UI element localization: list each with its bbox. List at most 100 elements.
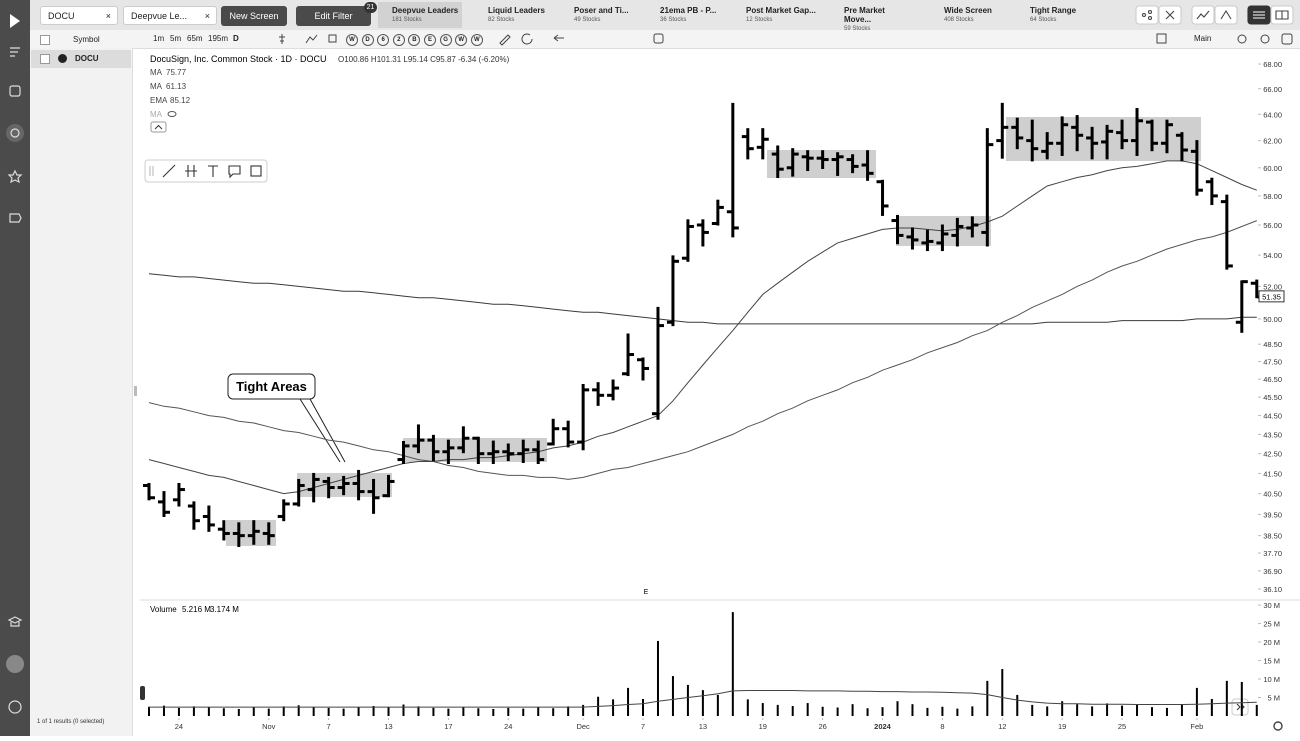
study-toggle[interactable]: B (408, 34, 421, 46)
study-toggle[interactable]: 2 (392, 34, 405, 46)
volume-bar (1061, 701, 1064, 716)
tab[interactable]: DOCU × (40, 6, 118, 25)
hidden-indicator[interactable]: MA (150, 110, 163, 119)
nav-icon[interactable] (9, 85, 21, 97)
column-header[interactable]: Symbol (73, 35, 100, 44)
tab[interactable]: Deepvue Le... × (123, 6, 217, 25)
screen-tab[interactable]: Pre Market Move... 59 Stocks (830, 2, 914, 32)
study-toggle[interactable]: W (346, 34, 358, 46)
interval-button[interactable]: 5m (170, 34, 182, 43)
collapse-button[interactable] (150, 121, 167, 133)
volume-bar (956, 708, 959, 716)
volume-bar (267, 708, 270, 716)
results-footer: 1 of 1 results (0 selected) (37, 719, 105, 725)
resize-handle[interactable] (134, 386, 137, 396)
text-tool[interactable] (208, 165, 218, 177)
nav-icon[interactable] (9, 213, 22, 223)
interval-button[interactable]: D (233, 34, 239, 43)
nav-active[interactable] (6, 124, 24, 142)
screen-tab[interactable]: Post Market Gap... 12 Stocks (732, 2, 816, 28)
volume-bar (327, 707, 330, 716)
layout-selector[interactable]: Main (1194, 34, 1212, 43)
interval-button[interactable]: 195m (208, 34, 229, 43)
study-toggle[interactable]: 6 (377, 34, 390, 46)
icon[interactable] (653, 33, 664, 44)
screen-name: 21ema PB - P... (660, 6, 717, 15)
icon[interactable] (1237, 34, 1247, 44)
symbol[interactable]: DOCU (75, 54, 99, 63)
icon[interactable] (279, 34, 285, 44)
screen-count: 64 Stocks (1030, 17, 1057, 23)
screen-count: 181 Stocks (392, 17, 422, 23)
volume-bar (612, 699, 615, 716)
icon[interactable] (499, 34, 511, 46)
volume-bar (237, 708, 240, 716)
volume-bar (417, 706, 420, 716)
nav-icon[interactable] (7, 169, 23, 184)
volume-bar (357, 707, 360, 716)
x-tick-label: Feb (1190, 722, 1203, 731)
screen-tab[interactable]: Liquid Leaders 82 Stocks (474, 2, 558, 28)
screen-name: Tight Range (1030, 6, 1077, 15)
filter-badge: 21 (364, 2, 377, 13)
screen-name: Wide Screen (944, 6, 992, 15)
panel-toggle[interactable] (140, 686, 145, 700)
icon[interactable] (328, 34, 337, 43)
screen-tab[interactable]: Tight Range 64 Stocks (1016, 2, 1100, 28)
nav-icon[interactable] (7, 616, 23, 627)
nav-icon[interactable] (10, 47, 20, 57)
icon[interactable] (305, 34, 318, 44)
volume-bar (207, 707, 210, 716)
settings-button[interactable] (1273, 721, 1283, 731)
close[interactable]: × (105, 11, 111, 21)
volume-bar (1121, 705, 1124, 716)
icon[interactable] (1281, 33, 1293, 45)
avatar[interactable] (6, 655, 24, 673)
volume-average-line (149, 690, 1257, 708)
checkbox[interactable] (40, 35, 50, 45)
x-tick-label: 7 (641, 722, 645, 731)
x-tick-label: 19 (759, 722, 767, 731)
volume-bar (1031, 704, 1034, 716)
icon[interactable] (521, 33, 533, 45)
study-toggle[interactable]: G (439, 34, 452, 46)
screen-tab[interactable]: Wide Screen 408 Stocks (930, 2, 1014, 28)
interval-button[interactable]: 1m (153, 34, 165, 43)
new-screen-button[interactable]: New Screen (221, 6, 287, 26)
study-toggle[interactable]: W (455, 34, 468, 46)
rect-tool[interactable] (250, 165, 262, 177)
moving-average-line (148, 220, 1257, 480)
icon[interactable] (1260, 34, 1270, 44)
close[interactable]: × (204, 11, 210, 21)
interval-button[interactable]: 65m (187, 34, 203, 43)
compare-button[interactable] (1214, 5, 1238, 25)
fib-tool[interactable] (185, 165, 197, 177)
x-tick-label: 13 (384, 722, 392, 731)
eye-icon[interactable] (167, 111, 177, 117)
volume-bar (791, 706, 794, 716)
y-tick-label: 52.00 (1263, 282, 1282, 291)
study-toggle[interactable]: D (361, 34, 374, 46)
icon[interactable] (553, 34, 564, 42)
earnings-marker[interactable]: E (644, 589, 649, 596)
nav-icon[interactable] (10, 128, 20, 138)
checkbox[interactable] (40, 54, 50, 64)
study-toggle[interactable]: W (470, 34, 483, 46)
edit-filter-button[interactable]: Edit Filter (296, 6, 371, 26)
watchlist-row[interactable] (31, 50, 131, 68)
chart-button[interactable] (1191, 5, 1215, 25)
study-toggle[interactable]: E (424, 34, 436, 46)
line-tool[interactable] (162, 164, 176, 178)
x-tick-label: 19 (1058, 722, 1066, 731)
nav-icon[interactable] (8, 700, 22, 714)
volume-bar (537, 707, 540, 716)
callout-tool[interactable] (228, 165, 241, 179)
moving-average-line (148, 273, 1257, 325)
grip[interactable] (149, 166, 154, 176)
screen-tab[interactable]: Poser and Ti... 49 Stocks (560, 2, 644, 28)
icon (1275, 10, 1289, 20)
share-button[interactable] (1135, 5, 1159, 25)
icon[interactable] (1156, 33, 1167, 44)
screen-tab[interactable]: Deepvue Leaders 181 Stocks (378, 2, 462, 28)
screen-tab[interactable]: 21ema PB - P... 36 Stocks (646, 2, 730, 28)
